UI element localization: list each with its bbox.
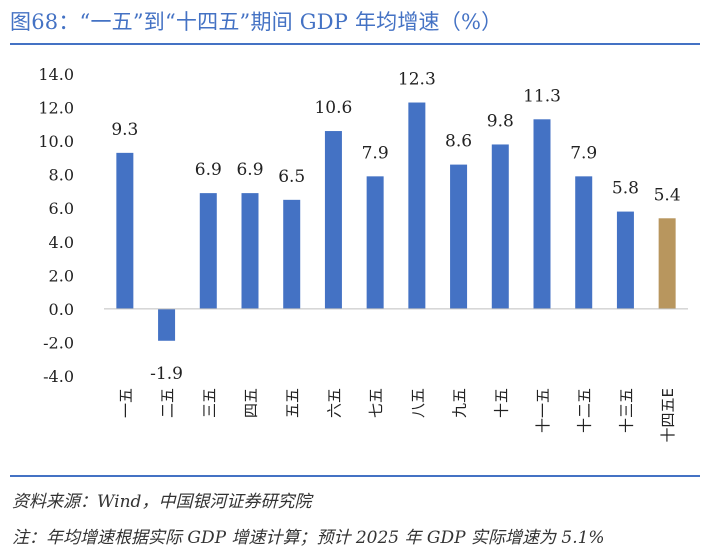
category-label: 十一五 [534,388,552,433]
bar [616,211,634,309]
bar [533,119,551,309]
top-divider [10,43,700,45]
data-label: 8.6 [445,132,472,152]
data-label: 5.8 [612,179,639,199]
y-tick-label: -2.0 [43,333,74,352]
y-tick-label: 6.0 [49,199,74,218]
bar [491,144,509,309]
bar [366,176,384,309]
category-label: 三五 [200,388,218,418]
data-label: 10.6 [314,98,352,118]
bar [408,102,426,309]
category-label: 六五 [325,388,343,418]
data-labels: 9.3 -1.9 6.9 6.9 6.5 10.6 7.9 12.3 8.6 9.8 11.3 7.9… [111,70,680,384]
data-label: -1.9 [150,364,183,384]
bar [158,308,176,341]
data-label: 6.9 [195,160,222,180]
bar-series [116,102,676,341]
y-tick-label: 4.0 [49,233,74,252]
bar [450,164,468,309]
bar [199,193,217,309]
bar [116,152,134,309]
bar [283,199,301,309]
bar [658,218,676,309]
data-label: 9.3 [111,120,138,140]
category-label: 十三五 [617,388,635,433]
bar [324,131,342,309]
data-label: 11.3 [523,86,561,106]
category-labels: 一五 二五 三五 四五 五五 六五 七五 八五 九五 十五 十一五 十二五 十三五 十四五E [117,388,677,442]
data-label: 5.4 [654,185,681,205]
y-tick-label: 12.0 [38,99,74,118]
data-label: 7.9 [570,143,597,163]
category-label: 一五 [117,388,135,418]
category-label: 九五 [451,388,469,418]
category-label: 十二五 [576,388,594,433]
y-tick-label: 10.0 [38,132,74,151]
data-label: 6.5 [278,167,305,187]
y-tick-label: 8.0 [49,166,74,185]
data-label: 7.9 [362,143,389,163]
footnote: 注：年均增速根据实际 GDP 增速计算；预计 2025 年 GDP 实际增速为 … [12,528,605,548]
y-tick-label: 14.0 [38,65,74,84]
category-label: 二五 [159,388,177,418]
figure-title: 图68：“一五”到“十四五”期间 GDP 年均增速（%） [10,10,503,34]
category-label: 四五 [242,388,260,418]
y-tick-label: 2.0 [49,266,74,285]
category-label: 五五 [284,388,302,418]
bottom-divider [10,475,700,477]
y-tick-label: -4.0 [43,367,74,386]
y-axis: 14.0 12.0 10.0 8.0 6.0 4.0 2.0 0.0 -2.0 -4.0 [38,65,74,386]
bar [575,176,593,309]
data-label: 12.3 [398,70,436,90]
bar [241,193,259,309]
category-label: 七五 [367,388,385,418]
source-note: 资料来源：Wind，中国银河证券研究院 [12,492,312,512]
data-label: 9.8 [487,111,514,131]
category-label: 十四五E [659,388,677,442]
data-label: 6.9 [236,160,263,180]
category-label: 十五 [492,388,510,418]
category-label: 八五 [409,388,427,418]
bar-chart: 14.0 12.0 10.0 8.0 6.0 4.0 2.0 0.0 -2.0 -4.0 9.3 -… [38,65,688,442]
y-tick-label: 0.0 [49,300,74,319]
